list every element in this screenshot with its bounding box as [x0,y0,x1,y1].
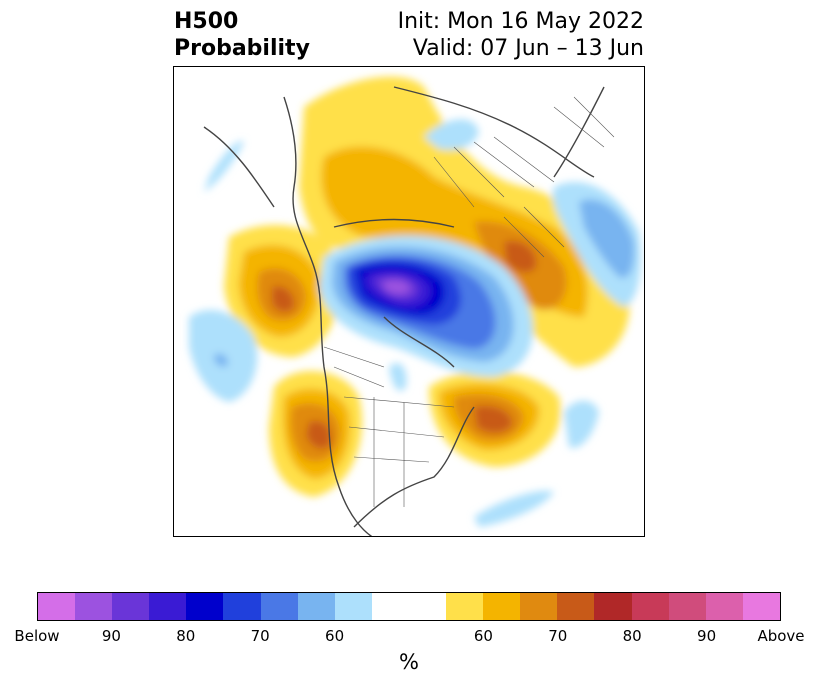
anomaly-above-siberia-max [504,241,537,273]
colorbar-tick-label: 80 [622,627,642,645]
anomaly-above-east-canada-max [474,405,513,433]
colorbar-swatch [260,593,298,620]
colorbar-tick-label: 90 [697,627,717,645]
colorbar-tick-label: 90 [101,627,121,645]
anomaly-below-europe-core [579,199,635,278]
colorbar-swatch [334,593,372,620]
valid-range: Valid: 07 Jun – 13 Jun [412,36,644,61]
colorbar-tick-label: Below [14,627,60,645]
colorbar-tick-label: 60 [473,627,493,645]
colorbar-swatch [75,593,113,620]
colorbar-swatch [742,593,780,620]
title-variable: H500 [174,9,239,34]
anomaly-below-caribbean [474,490,554,527]
anomaly-below-arctic-core [383,280,410,294]
init-date: Init: Mon 16 May 2022 [397,9,644,34]
colorbar-swatch [557,593,595,620]
colorbar-swatch [371,593,409,620]
colorbar-swatch [668,593,706,620]
anomaly-above-alaska-max [272,286,295,312]
colorbar-tick-label: 80 [176,627,196,645]
colorbar-swatch [408,593,447,620]
colorbar-swatch [38,593,76,620]
colorbar-swatch [186,593,224,620]
colorbar-swatch [223,593,261,620]
colorbar-tick-label: 70 [250,627,270,645]
colorbar-tick-label: Above [757,627,805,645]
colorbar-unit-label: % [399,650,419,674]
chart-title-left: H500 Probability [174,8,310,62]
anomaly-below-bering [204,141,244,192]
anomaly-above-west-us-max [306,420,331,449]
colorbar-swatch [594,593,632,620]
colorbar-swatch [112,593,150,620]
anomaly-below-hudson [389,363,407,391]
colorbar-tick-label: 70 [548,627,568,645]
probability-map [173,66,645,537]
colorbar-swatch [520,593,558,620]
colorbar-swatch [631,593,669,620]
colorbar-swatch [297,593,335,620]
colorbar-swatch [446,593,484,620]
anomaly-below-atlantic [564,400,599,448]
colorbar-swatch [483,593,521,620]
map-svg [189,76,641,536]
colorbar-swatch [149,593,187,620]
colorbar-swatch [705,593,743,620]
colorbar-tick-label: 60 [325,627,345,645]
borders [323,96,615,507]
colorbar [37,592,781,621]
coastlines [203,86,605,536]
chart-title-right: Init: Mon 16 May 2022 Valid: 07 Jun – 13… [398,8,644,62]
anomaly-below-kara [424,119,479,150]
anomaly-below-n-pacific-core [214,353,229,367]
title-probability: Probability [174,36,310,61]
